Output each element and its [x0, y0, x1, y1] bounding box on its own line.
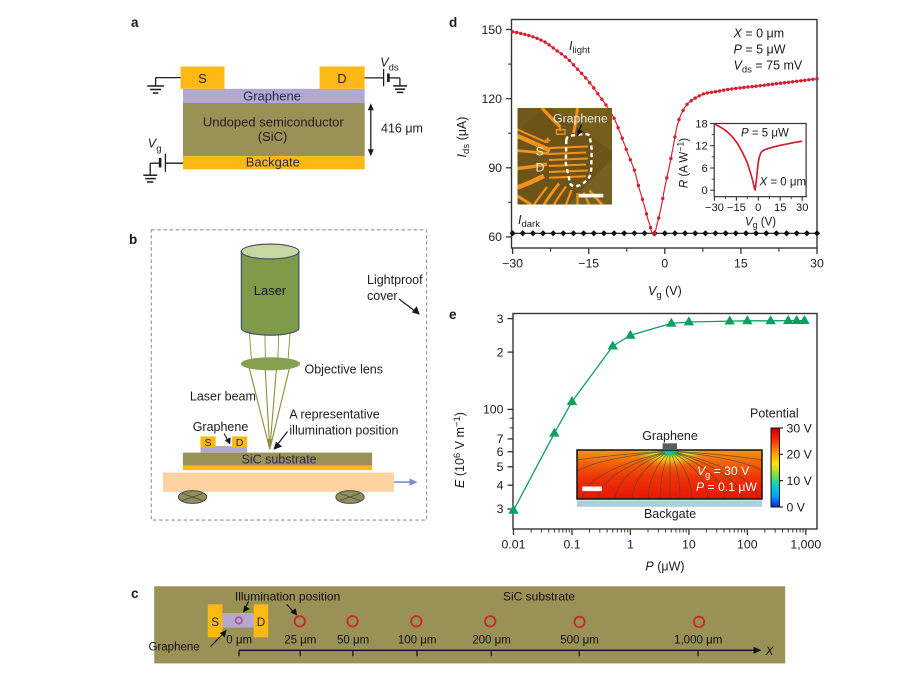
svg-text:ds: ds	[389, 63, 399, 74]
svg-text:S: S	[211, 616, 219, 629]
svg-text:30: 30	[796, 202, 808, 214]
svg-text:A representative: A representative	[289, 408, 379, 422]
svg-text:X = 0 μm: X = 0 μm	[733, 27, 785, 41]
svg-text:D: D	[236, 437, 244, 449]
svg-text:0 V: 0 V	[787, 500, 806, 514]
svg-text:Vg (V): Vg (V)	[745, 217, 776, 231]
svg-text:V: V	[148, 136, 158, 150]
svg-text:a: a	[131, 15, 139, 30]
svg-text:5: 5	[497, 460, 504, 474]
svg-text:6: 6	[701, 163, 707, 175]
svg-text:25 μm: 25 μm	[284, 635, 316, 647]
svg-text:3: 3	[497, 312, 504, 326]
svg-text:−15: −15	[727, 202, 746, 214]
svg-text:150: 150	[481, 23, 502, 37]
svg-text:d: d	[449, 15, 457, 30]
svg-text:D: D	[257, 616, 265, 629]
svg-text:−30: −30	[705, 202, 724, 214]
svg-text:120: 120	[481, 92, 502, 106]
svg-text:Laser beam: Laser beam	[190, 390, 256, 404]
svg-text:D: D	[536, 161, 545, 175]
svg-text:V: V	[380, 56, 390, 70]
svg-text:Lightproof: Lightproof	[367, 273, 423, 287]
svg-text:6: 6	[497, 445, 504, 459]
svg-text:416 μm: 416 μm	[381, 122, 423, 136]
svg-text:cover: cover	[367, 289, 398, 303]
svg-text:Backgate: Backgate	[644, 507, 696, 521]
svg-text:X = 0 μm: X = 0 μm	[759, 177, 807, 189]
svg-text:3: 3	[497, 502, 504, 516]
svg-text:E (106 V m−1): E (106 V m−1)	[452, 412, 467, 488]
svg-text:−15: −15	[578, 257, 599, 271]
svg-text:P = 5 μW: P = 5 μW	[741, 128, 789, 140]
svg-text:SiC substrate: SiC substrate	[503, 590, 575, 604]
svg-text:P = 0.1 μW: P = 0.1 μW	[696, 480, 757, 494]
svg-text:30 V: 30 V	[787, 421, 813, 435]
svg-text:−30: −30	[502, 257, 523, 271]
svg-text:90: 90	[488, 161, 502, 175]
svg-text:18: 18	[695, 118, 707, 130]
svg-text:Vg (V): Vg (V)	[648, 284, 682, 301]
svg-text:1: 1	[627, 538, 634, 552]
svg-text:(SiC): (SiC)	[258, 129, 288, 144]
svg-text:Vds = 75 mV: Vds = 75 mV	[734, 59, 803, 76]
svg-text:Graphene: Graphene	[193, 420, 249, 434]
svg-text:0.1: 0.1	[563, 538, 580, 552]
svg-text:e: e	[449, 307, 457, 322]
svg-text:Idark: Idark	[518, 213, 540, 230]
svg-text:0: 0	[701, 185, 707, 197]
svg-text:15: 15	[734, 257, 748, 271]
svg-text:0.01: 0.01	[502, 538, 526, 552]
svg-text:D: D	[337, 71, 346, 86]
svg-text:Illumination position: Illumination position	[235, 590, 340, 604]
svg-text:SiC substrate: SiC substrate	[241, 453, 316, 467]
svg-text:2: 2	[497, 345, 504, 359]
svg-text:100 μm: 100 μm	[398, 635, 437, 647]
svg-text:10 V: 10 V	[787, 474, 813, 488]
svg-text:Graphene: Graphene	[553, 112, 608, 126]
svg-text:0: 0	[661, 257, 668, 271]
svg-text:200 μm: 200 μm	[472, 635, 511, 647]
svg-text:1,000: 1,000	[790, 538, 821, 552]
svg-text:S: S	[198, 71, 207, 86]
svg-text:illumination position: illumination position	[289, 424, 398, 438]
svg-text:P = 5 μW: P = 5 μW	[734, 43, 786, 57]
svg-text:b: b	[129, 232, 137, 247]
svg-text:S: S	[536, 145, 544, 159]
svg-text:Laser: Laser	[254, 283, 287, 298]
svg-text:60: 60	[488, 230, 502, 244]
svg-text:0: 0	[755, 202, 761, 214]
svg-text:S: S	[204, 437, 211, 449]
svg-text:Undoped semiconductor: Undoped semiconductor	[203, 114, 345, 129]
svg-text:P (μW): P (μW)	[645, 560, 684, 574]
svg-text:1,000 μm: 1,000 μm	[674, 635, 722, 647]
svg-text:20 V: 20 V	[787, 448, 813, 462]
svg-text:c: c	[131, 586, 139, 601]
svg-text:10: 10	[682, 538, 696, 552]
svg-text:Ilight: Ilight	[569, 39, 590, 56]
svg-text:50 μm: 50 μm	[337, 635, 369, 647]
svg-text:7: 7	[497, 432, 504, 446]
svg-text:4: 4	[497, 478, 504, 492]
svg-text:15: 15	[774, 202, 786, 214]
svg-text:100: 100	[737, 538, 758, 552]
svg-text:Potential: Potential	[750, 407, 799, 421]
svg-text:X: X	[765, 644, 775, 658]
svg-text:g: g	[156, 144, 161, 155]
svg-text:Vg = 30 V: Vg = 30 V	[697, 464, 750, 480]
svg-text:500 μm: 500 μm	[560, 635, 599, 647]
svg-text:Ids (μA): Ids (μA)	[455, 117, 472, 158]
svg-text:Backgate: Backgate	[246, 155, 300, 170]
svg-text:Graphene: Graphene	[149, 642, 200, 654]
svg-text:12: 12	[695, 141, 707, 153]
svg-text:100: 100	[483, 403, 504, 417]
svg-text:Objective lens: Objective lens	[305, 363, 384, 377]
svg-text:30: 30	[810, 257, 824, 271]
svg-text:0 μm: 0 μm	[226, 635, 252, 647]
svg-text:Graphene: Graphene	[243, 88, 301, 103]
svg-text:Graphene: Graphene	[642, 429, 698, 443]
